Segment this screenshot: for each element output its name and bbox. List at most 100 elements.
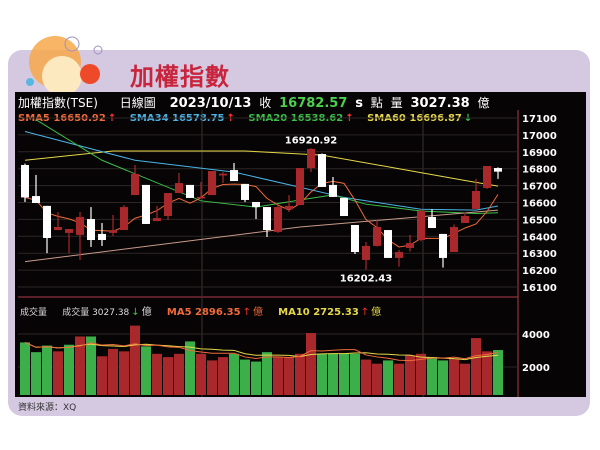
date: 2023/10/13 (169, 96, 252, 111)
ma-line-sma20 (35, 119, 499, 214)
volume-bar (394, 363, 404, 395)
y-tick-label: 16500 (522, 215, 557, 226)
candle-up (120, 207, 128, 231)
volume-bar (438, 360, 448, 395)
candle-up (362, 245, 370, 260)
close-label: 收 (259, 96, 272, 110)
volume-tick-label: 4000 (522, 330, 550, 341)
volume-bar (53, 351, 63, 395)
price-annotation: 16202.43 (340, 274, 393, 285)
volume-bar (361, 359, 371, 395)
volume-bar (229, 353, 239, 395)
y-tick-label: 16300 (522, 249, 557, 260)
candle-up (109, 230, 117, 233)
volume-bar (152, 353, 162, 395)
candle-up (197, 196, 205, 199)
candle-up (175, 183, 183, 194)
volume-bar (372, 363, 382, 395)
candle-up (417, 210, 425, 241)
volume-bar (97, 356, 107, 395)
arrow-up-icon: ↑ (242, 307, 251, 318)
close-value: 16782.57 (279, 96, 348, 111)
index-name: 加權指數(TSE) (18, 96, 98, 110)
candle-up (472, 191, 480, 209)
volume-bar (185, 341, 195, 395)
candle-up (54, 227, 62, 231)
candle-down (252, 201, 260, 208)
candle-up (395, 252, 403, 258)
volume-bar (251, 361, 261, 395)
candle-down (241, 183, 249, 200)
volume-bar (141, 346, 151, 395)
candle-up (461, 216, 469, 223)
volume-legend: 成交量 成交量 3027.38 ↓ 億 MA5 2896.35 ↑ 億 MA10 272… (20, 303, 383, 318)
ma-line-sma5 (24, 180, 499, 248)
volume-bar (130, 325, 140, 395)
y-tick-label: 16700 (522, 182, 557, 193)
candle-down (351, 224, 359, 253)
volume-bar (64, 344, 74, 395)
candle-down (494, 168, 502, 172)
volume-bar (482, 351, 492, 395)
volume-bar (350, 353, 360, 395)
volume-bar (405, 355, 415, 395)
y-tick-label: 16400 (522, 232, 557, 243)
y-tick-label: 17000 (522, 131, 557, 142)
volume-bar (339, 353, 349, 395)
volume-bar (218, 357, 228, 395)
arrow-up-icon: ↑ (360, 307, 370, 318)
candle-up (373, 227, 381, 246)
unit: 億 (141, 307, 152, 318)
volume-bar (284, 357, 294, 395)
volume-bar (471, 338, 481, 395)
volume-bar (31, 352, 41, 395)
candle-down (318, 153, 326, 187)
volume-bar (196, 353, 206, 395)
period-label: 日線圖 (119, 96, 156, 110)
candle-up (274, 207, 282, 232)
volume-bar (119, 351, 129, 395)
candle-up (164, 193, 172, 217)
candle-up (131, 173, 139, 196)
candle-down (230, 170, 238, 182)
candle-up (153, 218, 161, 222)
volume-bar (262, 352, 272, 395)
candle-up (76, 217, 84, 235)
candle-down (43, 205, 51, 238)
price-annotation: 16920.92 (285, 135, 338, 146)
volume-bar (20, 342, 30, 395)
volume-bar (460, 363, 470, 395)
y-tick-label: 16600 (522, 199, 557, 210)
volume-ma10-line (24, 341, 499, 361)
logo-circles-icon (26, 36, 103, 96)
candle-up (65, 229, 73, 233)
candle-down (384, 230, 392, 258)
candle-up (406, 243, 414, 248)
chart-header: 加權指數(TSE) 日線圖 2023/10/13 收 16782.57 s 點 … (18, 94, 494, 111)
volume-bar (75, 336, 85, 395)
volume-legend-label: 成交量 3027.38 (62, 308, 130, 318)
candle-down (87, 219, 95, 241)
volume-bar (427, 357, 437, 395)
volume-unit: 億 (477, 96, 490, 110)
volume-ma5-label: MA5 2896.35 (166, 307, 241, 318)
volume-bar (163, 357, 173, 395)
volume-bar (383, 360, 393, 395)
candle-up (296, 168, 304, 206)
candle-down (439, 233, 447, 258)
volume-bar (42, 345, 52, 395)
candle-down (142, 184, 150, 224)
candle-down (428, 217, 436, 229)
y-tick-label: 16100 (522, 283, 557, 294)
volume-ma5-line (24, 341, 499, 362)
volume-bar (174, 353, 184, 395)
volume-value: 3027.38 (410, 96, 470, 111)
candle-up (208, 171, 216, 196)
volume-tick-label: 2000 (522, 363, 550, 374)
candle-down (32, 196, 40, 204)
y-tick-label: 17100 (522, 114, 557, 125)
volume-bar (240, 359, 250, 395)
y-tick-label: 16200 (522, 266, 557, 277)
volume-bar (328, 353, 338, 395)
